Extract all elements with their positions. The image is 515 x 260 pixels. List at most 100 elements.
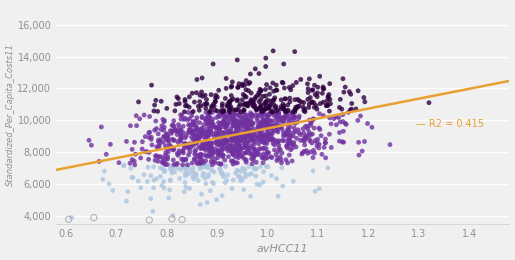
Point: [208, 106, 216, 110]
Point: [196, 100, 204, 104]
Point: [262, 147, 270, 151]
Point: [127, 166, 135, 170]
Point: [179, 157, 187, 161]
Point: [342, 122, 350, 126]
Point: [192, 133, 200, 137]
Point: [188, 129, 196, 133]
Point: [254, 124, 263, 128]
Point: [180, 158, 188, 162]
Point: [208, 120, 216, 124]
Point: [188, 161, 196, 165]
Point: [266, 134, 274, 138]
Point: [219, 143, 228, 147]
Point: [255, 93, 264, 97]
Point: [129, 176, 137, 180]
Point: [242, 79, 250, 83]
Point: [260, 118, 268, 122]
Point: [195, 131, 203, 135]
Point: [226, 146, 234, 151]
Point: [122, 199, 130, 203]
Point: [160, 179, 168, 184]
Point: [154, 138, 163, 142]
Point: [261, 102, 269, 106]
Point: [249, 138, 257, 142]
Point: [261, 136, 269, 140]
Point: [204, 129, 213, 133]
Point: [262, 56, 270, 60]
Point: [263, 122, 271, 126]
Point: [197, 104, 205, 108]
Point: [249, 121, 258, 125]
Point: [214, 134, 222, 138]
Point: [229, 178, 237, 182]
Point: [190, 177, 198, 181]
Point: [218, 193, 226, 198]
Point: [170, 165, 179, 169]
Point: [237, 137, 245, 141]
Point: [180, 190, 188, 194]
Point: [354, 89, 362, 93]
Point: [179, 149, 187, 153]
Point: [227, 142, 235, 146]
Point: [205, 124, 214, 128]
Point: [241, 136, 249, 140]
Point: [234, 156, 243, 160]
Point: [228, 138, 236, 142]
Point: [235, 142, 243, 147]
Point: [222, 178, 231, 182]
Point: [222, 76, 230, 81]
Point: [287, 115, 295, 120]
Point: [263, 107, 271, 111]
Point: [189, 109, 197, 114]
Point: [211, 99, 219, 103]
Point: [208, 150, 216, 154]
Point: [219, 153, 227, 157]
Point: [228, 186, 236, 191]
Point: [217, 109, 225, 113]
Point: [252, 167, 261, 171]
Point: [184, 110, 192, 114]
Point: [179, 151, 187, 155]
Point: [152, 177, 161, 181]
Point: [147, 174, 155, 178]
Point: [177, 113, 185, 117]
Point: [196, 121, 204, 125]
Point: [214, 132, 222, 136]
Point: [248, 136, 256, 140]
Point: [296, 138, 304, 142]
Point: [239, 131, 248, 135]
Point: [252, 108, 261, 112]
Point: [246, 111, 254, 115]
Point: [305, 137, 314, 141]
Point: [200, 153, 208, 157]
Point: [180, 141, 188, 146]
Point: [259, 146, 267, 151]
Point: [102, 152, 110, 156]
Point: [230, 138, 238, 142]
Point: [264, 138, 272, 142]
Point: [194, 139, 202, 143]
Point: [195, 145, 203, 149]
Point: [339, 113, 347, 117]
Point: [205, 115, 214, 120]
Point: [247, 113, 255, 117]
Point: [200, 140, 209, 144]
Point: [228, 145, 236, 149]
Point: [224, 121, 232, 125]
Point: [141, 134, 149, 139]
Point: [268, 155, 276, 160]
Point: [259, 112, 267, 116]
Point: [182, 142, 190, 146]
Point: [190, 157, 198, 161]
Point: [139, 140, 147, 144]
Point: [250, 147, 258, 151]
Point: [243, 130, 251, 134]
Point: [267, 136, 275, 141]
Point: [146, 130, 154, 134]
Point: [354, 118, 362, 122]
Point: [210, 150, 218, 154]
Point: [237, 133, 245, 137]
Point: [253, 94, 262, 98]
Point: [268, 132, 277, 136]
Point: [246, 135, 254, 139]
